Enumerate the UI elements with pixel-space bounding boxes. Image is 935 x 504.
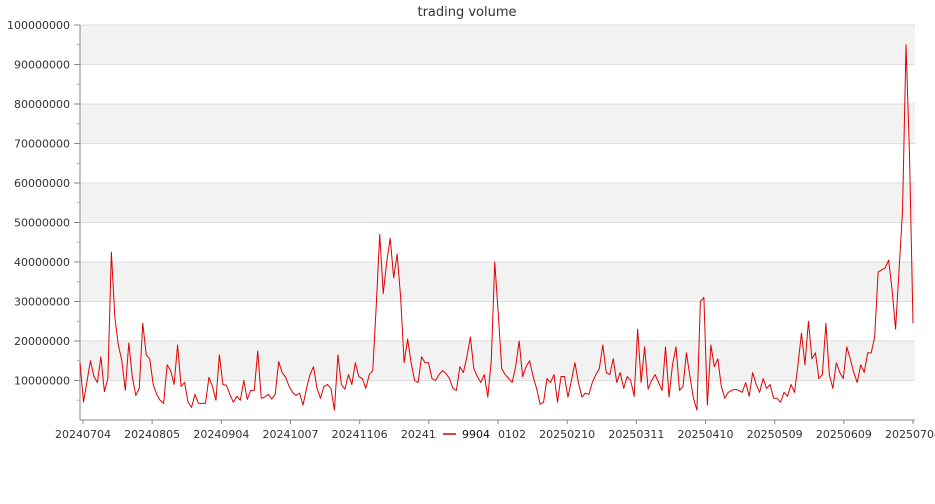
x-tick-label: 20250311	[608, 428, 664, 441]
y-tick-label: 40000000	[14, 256, 70, 269]
x-tick-label: 20250509	[747, 428, 803, 441]
y-tick-label: 20000000	[14, 335, 70, 348]
y-tick-label: 90000000	[14, 59, 70, 72]
background-band	[80, 341, 915, 381]
x-tick-label: 20250410	[678, 428, 734, 441]
y-tick-label: 60000000	[14, 177, 70, 190]
background-bands	[80, 25, 915, 381]
legend-background	[437, 426, 497, 442]
y-tick-label: 70000000	[14, 138, 70, 151]
background-band	[80, 25, 915, 65]
y-tick-label: 50000000	[14, 217, 70, 230]
x-tick-label: 20240805	[124, 428, 180, 441]
x-axis-ticks: 20240704 20240805 20240904 20241007 20241106…	[55, 420, 935, 441]
x-tick-label: 20240904	[193, 428, 249, 441]
y-tick-label: 100000000	[7, 19, 70, 32]
y-axis-ticks: 10000000 20000000 30000000 40000000 50000000…	[7, 19, 80, 401]
y-tick-label: 80000000	[14, 98, 70, 111]
x-tick-label: 20241007	[263, 428, 319, 441]
background-band	[80, 262, 915, 302]
x-tick-label: 20240704	[55, 428, 111, 441]
background-band	[80, 104, 915, 144]
legend[interactable]: 9904	[437, 426, 497, 442]
background-band	[80, 183, 915, 223]
x-tick-label: 20250609	[816, 428, 872, 441]
series-line-9904	[79, 44, 914, 411]
x-tick-label: 20241106	[332, 428, 388, 441]
legend-label-9904: 9904	[462, 428, 490, 441]
x-tick-label: 20250210	[539, 428, 595, 441]
x-tick-label: 20250704	[885, 428, 935, 441]
chart-title: trading volume	[417, 5, 516, 20]
series-layer	[79, 44, 914, 411]
y-tick-label: 30000000	[14, 296, 70, 309]
y-tick-label: 10000000	[14, 375, 70, 388]
